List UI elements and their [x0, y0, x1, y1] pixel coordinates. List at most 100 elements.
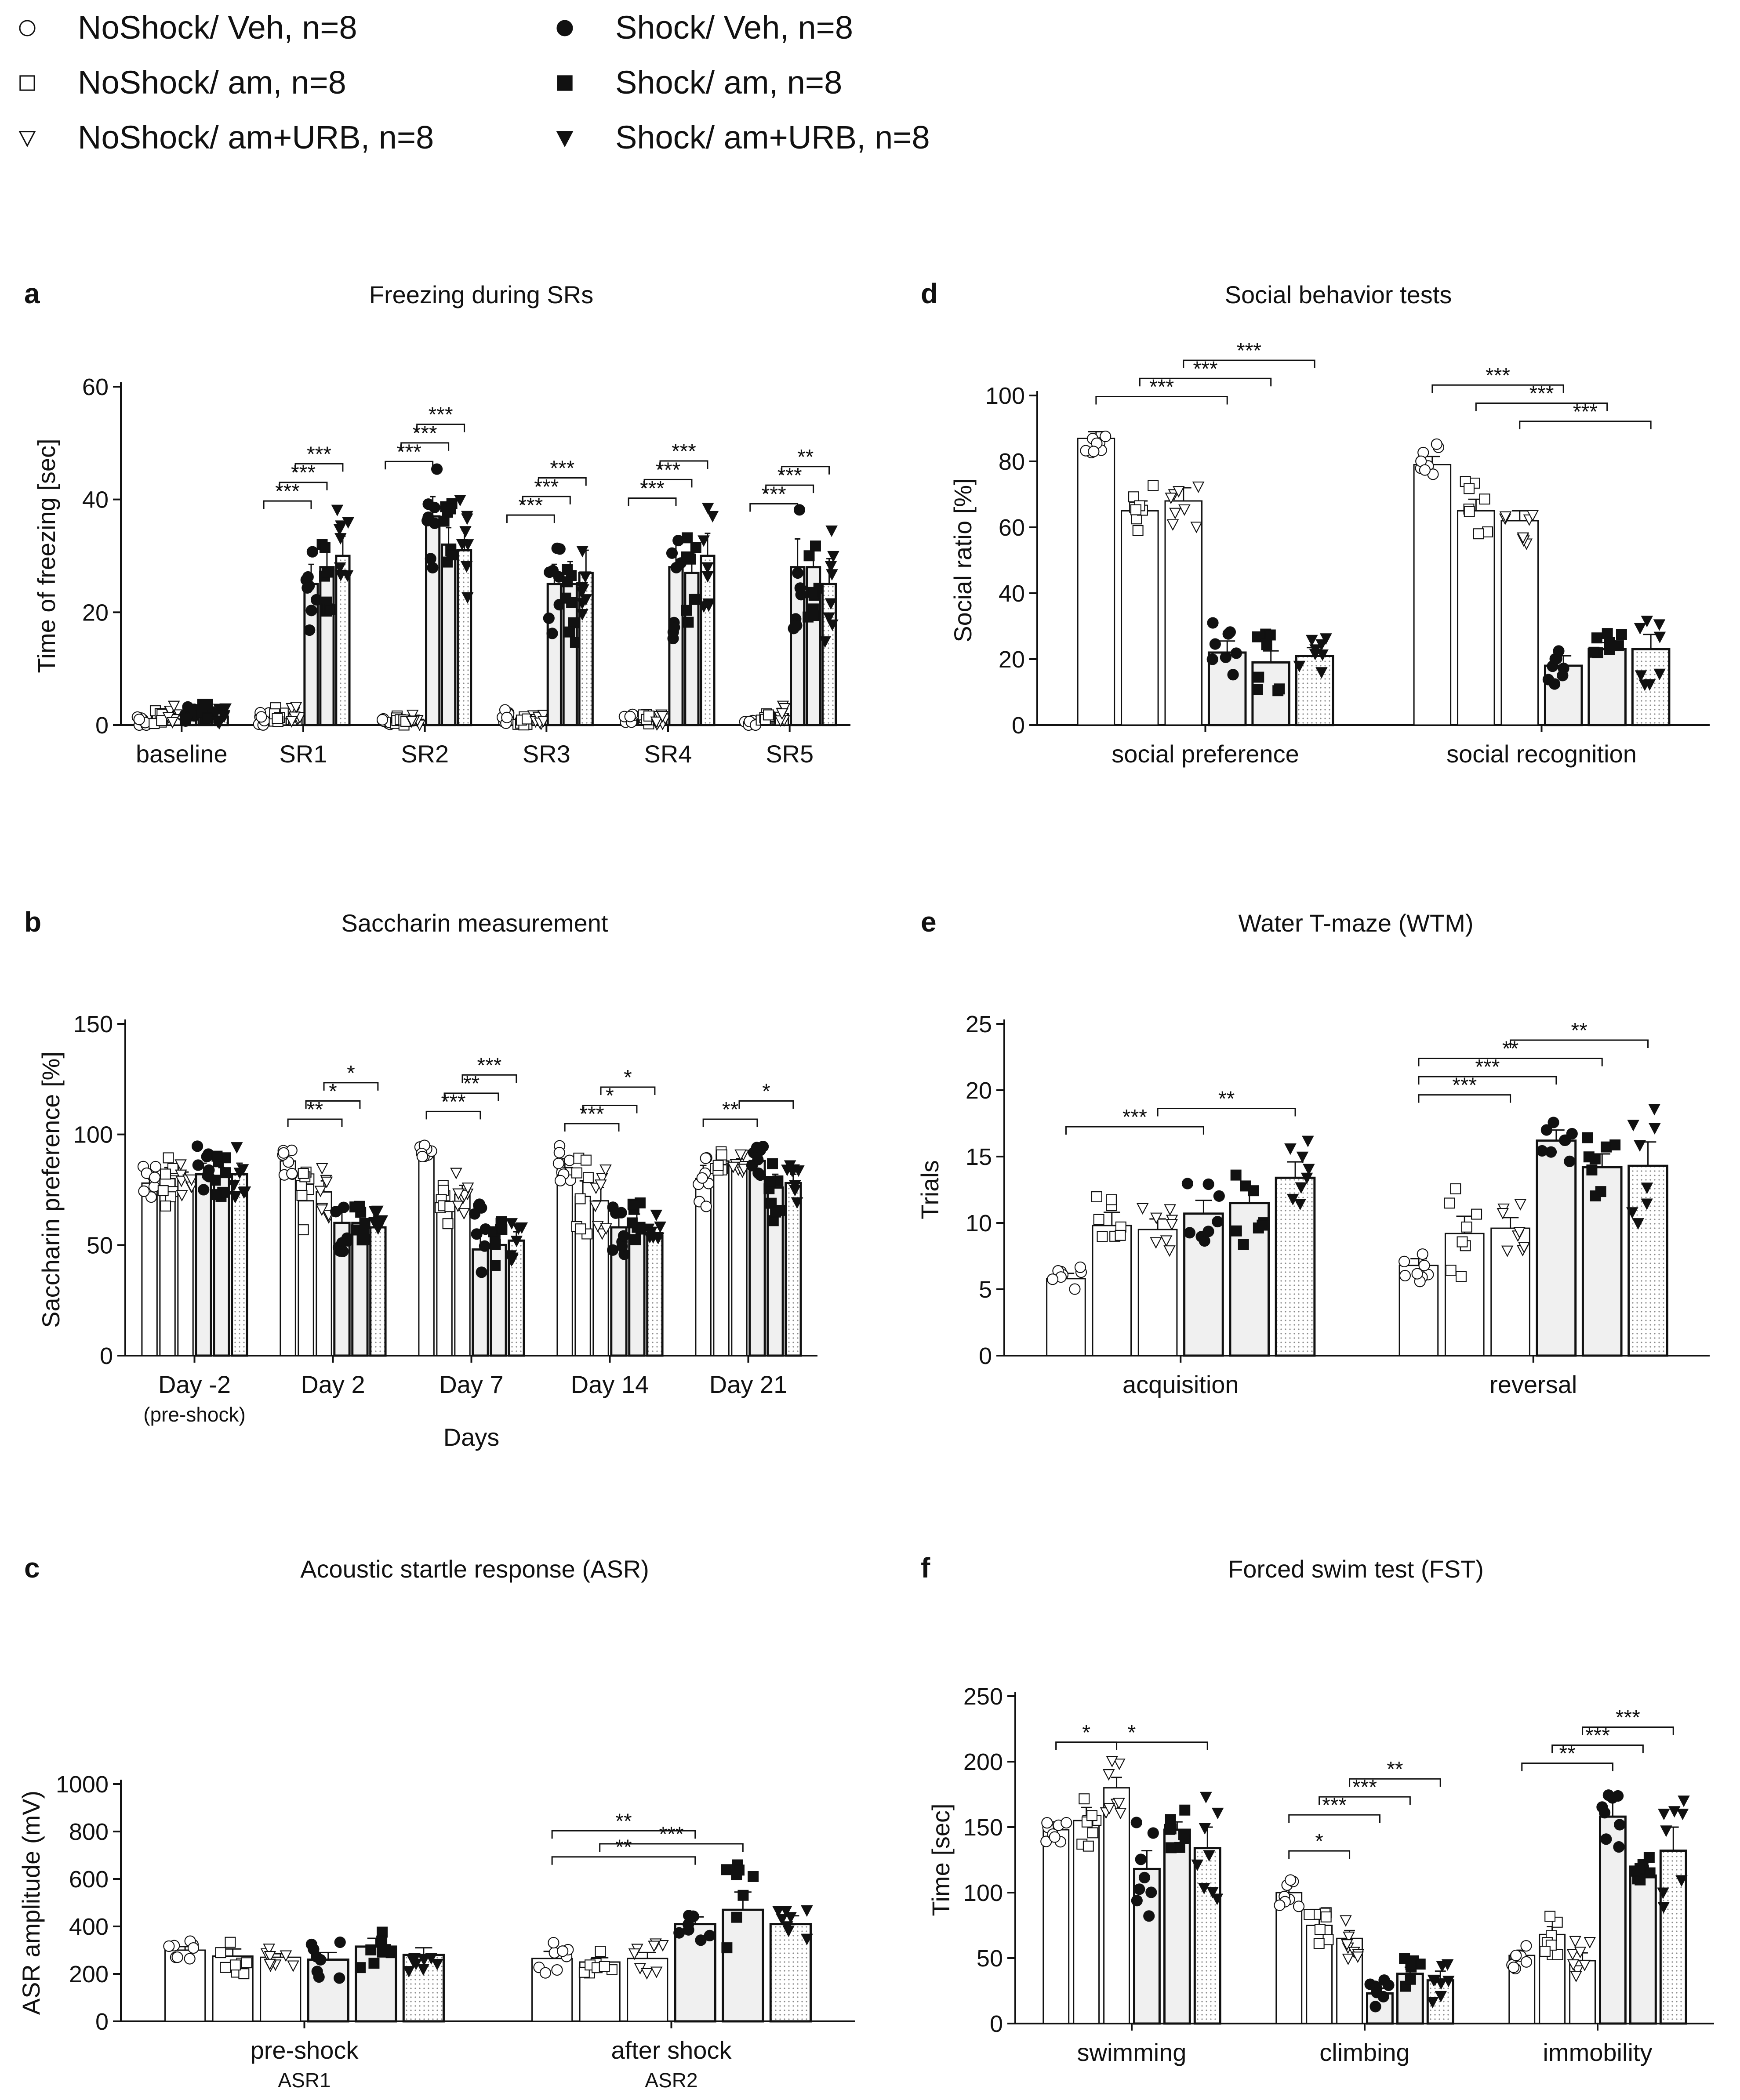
data-point: [1285, 1874, 1297, 1886]
significance-label: ***: [1585, 1724, 1610, 1747]
data-point: [1160, 1235, 1173, 1247]
significance-bracket: [1349, 1778, 1441, 1787]
data-point: [334, 1245, 346, 1257]
significance-label: **: [722, 1098, 738, 1121]
data-point: [701, 503, 714, 515]
data-point: [683, 617, 694, 628]
data-point: [220, 1167, 231, 1179]
data-point: [1106, 1194, 1117, 1205]
data-point: [1482, 526, 1493, 537]
significance-bracket: [1418, 1076, 1557, 1085]
data-point: [1613, 640, 1624, 652]
data-point: [657, 1940, 669, 1952]
data-point: [721, 1942, 733, 1954]
data-point: [334, 569, 347, 581]
data-point: [1093, 1214, 1104, 1225]
data-point: [287, 1960, 299, 1972]
bar: [748, 1160, 766, 1357]
x-tick-label: SR1: [280, 740, 327, 768]
data-point: [149, 1172, 161, 1183]
data-point: [1238, 1239, 1249, 1250]
data-point: [1342, 1953, 1355, 1966]
data-point: [211, 716, 224, 728]
data-point: [425, 553, 436, 565]
bar: [1164, 500, 1203, 726]
data-point: [1499, 511, 1512, 523]
data-point: [1660, 1825, 1672, 1837]
data-point: [827, 551, 839, 563]
data-point: [302, 571, 314, 583]
data-point: [1340, 1915, 1352, 1927]
data-point: [574, 1193, 586, 1204]
significance-label: ***: [550, 457, 574, 480]
data-point: [764, 1176, 776, 1187]
significance-label: **: [1559, 1742, 1575, 1765]
data-point: [1304, 1909, 1315, 1920]
legend-entry: Shock/ am+URB, n=8: [556, 119, 930, 156]
y-tick-label: 0: [95, 712, 109, 739]
significance-label: *: [606, 1084, 614, 1108]
data-point: [801, 1905, 813, 1917]
data-point: [342, 517, 354, 529]
data-point: [571, 1167, 582, 1179]
data-point: [650, 1966, 663, 1978]
data-point: [727, 1161, 740, 1173]
data-point: [734, 1149, 747, 1161]
data-point: [1559, 1134, 1571, 1146]
y-tick-label: 10: [966, 1210, 992, 1237]
data-point: [406, 715, 418, 728]
significance-bracket: [1288, 1850, 1351, 1859]
data-point: [431, 463, 443, 475]
data-point: [230, 1142, 243, 1154]
chart-title: Freezing during SRs: [369, 281, 593, 308]
data-point: [1668, 1806, 1681, 1818]
data-point: [780, 1906, 792, 1918]
data-point: [1230, 647, 1242, 659]
y-tick-label: 0: [990, 2011, 1003, 2037]
data-point: [1083, 1840, 1094, 1852]
y-tick-label: 0: [1012, 712, 1025, 739]
data-point: [239, 1186, 251, 1198]
legend-marker-triangle-filled: [556, 131, 574, 148]
significance-bracket: [323, 1082, 379, 1091]
data-point: [1178, 1829, 1189, 1840]
significance-bracket: [551, 1856, 696, 1865]
data-point: [650, 1209, 663, 1222]
data-point: [403, 1966, 415, 1978]
data-point: [560, 592, 571, 604]
data-point: [607, 1244, 619, 1256]
data-point: [1136, 1203, 1149, 1215]
significance-label: ***: [477, 1054, 501, 1077]
y-tick-label: 20: [966, 1077, 992, 1104]
data-point: [1417, 1248, 1428, 1260]
data-point: [564, 626, 575, 638]
data-point: [429, 517, 441, 530]
data-point: [1130, 504, 1141, 515]
data-point: [1635, 1874, 1646, 1886]
data-point: [689, 594, 700, 605]
data-point: [557, 1945, 569, 1957]
bar: [1092, 1225, 1132, 1356]
significance-label: ***: [659, 1823, 683, 1846]
data-point: [1570, 1970, 1582, 1983]
data-point: [452, 1201, 464, 1212]
data-point: [316, 1163, 328, 1175]
data-point: [1461, 1221, 1472, 1233]
data-point: [696, 1172, 708, 1184]
data-point: [1626, 1207, 1638, 1219]
data-point: [599, 1961, 610, 1972]
significance-label: **: [1571, 1019, 1587, 1042]
data-point: [1450, 1183, 1461, 1194]
significance-label: ***: [1193, 357, 1217, 381]
data-point: [1638, 679, 1651, 691]
x-axis-label: Days: [443, 1423, 500, 1451]
data-point: [1595, 1186, 1606, 1197]
data-point: [375, 1215, 388, 1227]
data-point: [1097, 1231, 1108, 1242]
data-point: [306, 546, 318, 558]
data-point: [1582, 1132, 1593, 1143]
data-point: [737, 1890, 749, 1901]
data-point: [575, 1223, 586, 1235]
x-tick-sublabel: ASR2: [645, 2069, 697, 2092]
data-point: [476, 1266, 487, 1278]
